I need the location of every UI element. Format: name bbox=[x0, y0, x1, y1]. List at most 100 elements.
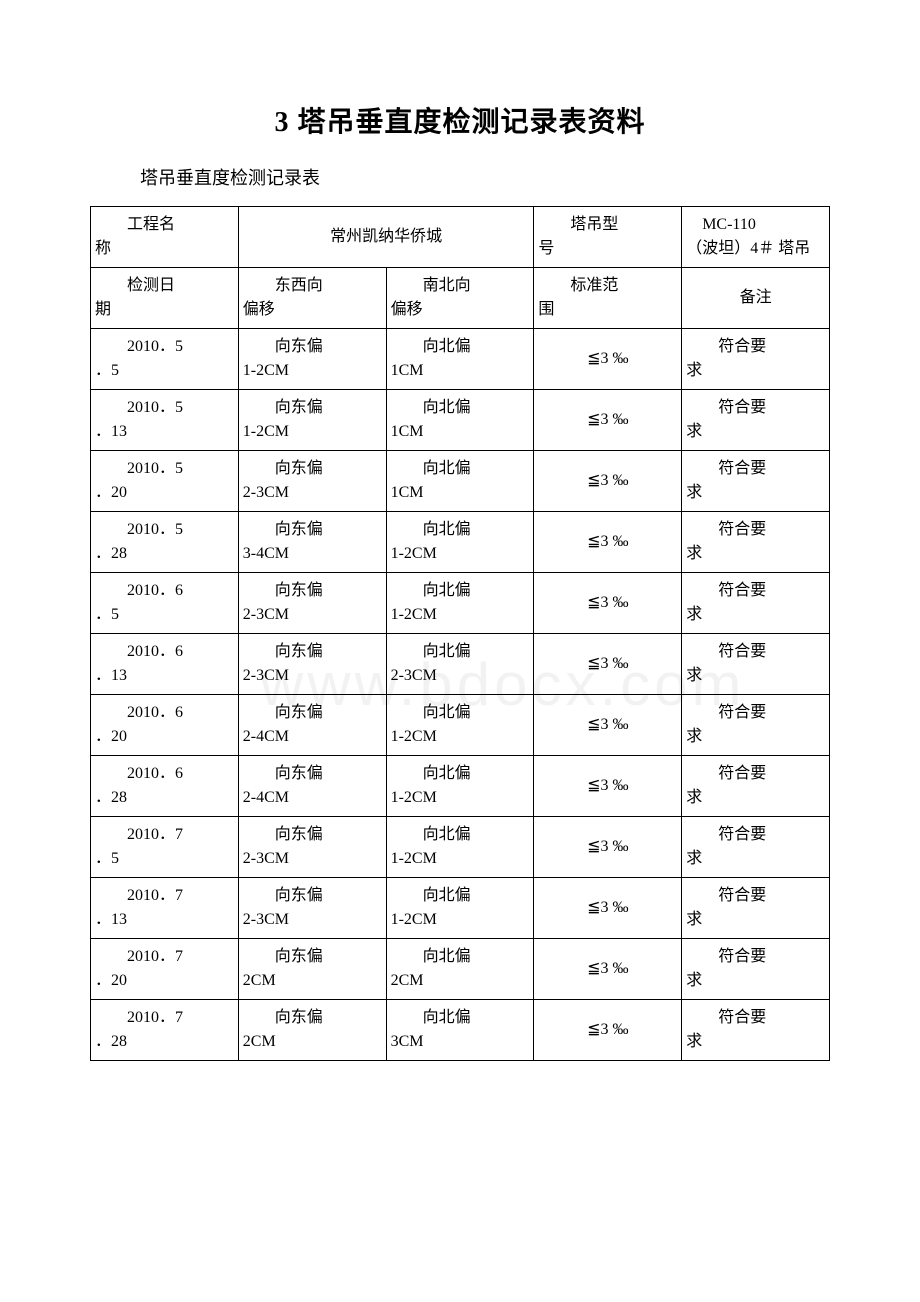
ns-line1: 向北偏 bbox=[391, 335, 530, 359]
ew-line1: 向东偏 bbox=[243, 579, 382, 603]
ns-line1: 向北偏 bbox=[391, 884, 530, 908]
ns-header-line1: 南北向 bbox=[391, 274, 530, 298]
model-value-line1: MC-110 bbox=[686, 213, 825, 237]
ns-line1: 向北偏 bbox=[391, 396, 530, 420]
header-row-2: 检测日 期 东西向 偏移 南北向 偏移 标准范 围 备注 bbox=[91, 268, 830, 329]
remark-cell: 符合要求 bbox=[682, 695, 830, 756]
col-header-ns: 南北向 偏移 bbox=[386, 268, 534, 329]
remark-line2: 求 bbox=[686, 728, 702, 745]
std-header-line1: 标准范 bbox=[538, 274, 677, 298]
table-row: 2010．7．13向东偏2-3CM向北偏 1-2CM ≦3 ‰符合要求 bbox=[91, 878, 830, 939]
date-header-line2: 期 bbox=[95, 301, 111, 318]
std-cell: ≦3 ‰ bbox=[534, 817, 682, 878]
remark-line2: 求 bbox=[686, 1033, 702, 1050]
table-row: 2010．6．13向东偏2-3CM向北偏2-3CM≦3 ‰符合要求 bbox=[91, 634, 830, 695]
remark-line2: 求 bbox=[686, 484, 702, 501]
date-line2: ．5 bbox=[95, 362, 119, 379]
ew-line2: 2-4CM bbox=[243, 728, 289, 745]
ew-cell: 向东偏2-3CM bbox=[238, 634, 386, 695]
remark-line1: 符合要 bbox=[686, 335, 825, 359]
ns-line2: 1-2CM bbox=[391, 606, 437, 623]
ew-line2: 2-4CM bbox=[243, 789, 289, 806]
ew-header-line2: 偏移 bbox=[243, 301, 275, 318]
ew-line1: 向东偏 bbox=[243, 335, 382, 359]
date-cell: 2010．6 ．28 bbox=[91, 756, 239, 817]
ns-cell: 向北偏 1-2CM bbox=[386, 756, 534, 817]
ew-line2: 2-3CM bbox=[243, 850, 289, 867]
remark-cell: 符合要求 bbox=[682, 451, 830, 512]
table-row: 2010．6．28向东偏2-4CM向北偏1-2CM≦3 ‰符合要求 bbox=[91, 756, 830, 817]
ns-cell: 向北偏1-2CM bbox=[386, 817, 534, 878]
date-cell: 2010．5．28 bbox=[91, 512, 239, 573]
col-header-std: 标准范 围 bbox=[534, 268, 682, 329]
std-cell: ≦3 ‰ bbox=[534, 573, 682, 634]
ew-cell: 向东偏2CM bbox=[238, 1000, 386, 1061]
ew-line2: 3-4CM bbox=[243, 545, 289, 562]
remark-cell: 符合要求 bbox=[682, 512, 830, 573]
date-line1: 2010．5 bbox=[95, 335, 234, 359]
remark-line2: 求 bbox=[686, 789, 702, 806]
ew-line2: 2-3CM bbox=[243, 606, 289, 623]
std-cell: ≦3 ‰ bbox=[534, 878, 682, 939]
ew-cell: 向东偏2-3CM bbox=[238, 878, 386, 939]
date-line1: 2010．6 bbox=[95, 762, 234, 786]
ns-cell: 向北偏2CM bbox=[386, 939, 534, 1000]
remark-line2: 求 bbox=[686, 423, 702, 440]
col-header-remark: 备注 bbox=[682, 268, 830, 329]
remark-cell: 符合要求 bbox=[682, 878, 830, 939]
ns-line2: 1-2CM bbox=[391, 789, 437, 806]
date-cell: 2010．7．20 bbox=[91, 939, 239, 1000]
remark-line2: 求 bbox=[686, 667, 702, 684]
date-cell: 2010．7．28 bbox=[91, 1000, 239, 1061]
page-title: 3 塔吊垂直度检测记录表资料 bbox=[90, 100, 830, 140]
remark-line2: 求 bbox=[686, 545, 702, 562]
ew-line1: 向东偏 bbox=[243, 823, 382, 847]
ns-line2: 1-2CM bbox=[391, 911, 437, 928]
header-row-1: 工程名 称 常州凯纳华侨城 塔吊型 号 MC-110 （波坦）4＃ 塔吊 bbox=[91, 207, 830, 268]
date-cell: 2010．7．5 bbox=[91, 817, 239, 878]
ew-cell: 向东偏2-3CM bbox=[238, 451, 386, 512]
ew-line2: 2-3CM bbox=[243, 667, 289, 684]
ns-line2: 2CM bbox=[391, 972, 424, 989]
table-row: 2010．7．20向东偏2CM向北偏2CM≦3 ‰符合要求 bbox=[91, 939, 830, 1000]
ew-header-line1: 东西向 bbox=[243, 274, 382, 298]
model-label-line1: 塔吊型 bbox=[538, 213, 677, 237]
std-cell: ≦3 ‰ bbox=[534, 451, 682, 512]
ns-line2: 2-3CM bbox=[391, 667, 437, 684]
ns-line2: 1-2CM bbox=[391, 850, 437, 867]
remark-line1: 符合要 bbox=[686, 823, 825, 847]
ew-cell: 向东偏3-4CM bbox=[238, 512, 386, 573]
remark-line2: 求 bbox=[686, 362, 702, 379]
date-cell: 2010．7．13 bbox=[91, 878, 239, 939]
date-line2: ．20 bbox=[95, 972, 127, 989]
ns-line1: 向北偏 bbox=[391, 762, 530, 786]
ew-line1: 向东偏 bbox=[243, 396, 382, 420]
remark-line1: 符合要 bbox=[686, 884, 825, 908]
remark-line1: 符合要 bbox=[686, 579, 825, 603]
date-line1: 2010．5 bbox=[95, 457, 234, 481]
remark-line1: 符合要 bbox=[686, 945, 825, 969]
ns-line2: 1CM bbox=[391, 484, 424, 501]
date-line2: ．20 bbox=[95, 484, 127, 501]
date-line1: 2010．6 bbox=[95, 640, 234, 664]
table-row: 2010．5．13向东偏1-2CM向北偏1CM≦3 ‰符合要求 bbox=[91, 390, 830, 451]
model-label-cell: 塔吊型 号 bbox=[534, 207, 682, 268]
std-cell: ≦3 ‰ bbox=[534, 329, 682, 390]
ns-line2: 1-2CM bbox=[391, 728, 437, 745]
date-line2: ．28 bbox=[95, 789, 127, 806]
table-row: 2010．7．5向东偏2-3CM向北偏1-2CM≦3 ‰符合要求 bbox=[91, 817, 830, 878]
table-row: 2010．6．5向东偏2-3CM向北偏1-2CM≦3 ‰符合要求 bbox=[91, 573, 830, 634]
project-label-line2: 称 bbox=[95, 240, 111, 257]
date-line1: 2010．7 bbox=[95, 823, 234, 847]
ew-cell: 向东偏2-4CM bbox=[238, 695, 386, 756]
remark-cell: 符合要求 bbox=[682, 1000, 830, 1061]
table-row: 2010．5．20向东偏2-3CM向北偏1CM≦3 ‰符合要求 bbox=[91, 451, 830, 512]
ns-line1: 向北偏 bbox=[391, 518, 530, 542]
ew-line1: 向东偏 bbox=[243, 884, 382, 908]
model-label-line2: 号 bbox=[538, 240, 554, 257]
project-value-cell: 常州凯纳华侨城 bbox=[238, 207, 534, 268]
model-value-line3: 塔吊 bbox=[778, 240, 810, 257]
ns-cell: 向北偏1-2CM bbox=[386, 695, 534, 756]
ew-line1: 向东偏 bbox=[243, 945, 382, 969]
table-row: 2010．5．5向东偏1-2CM向北偏1CM≦3 ‰符合要求 bbox=[91, 329, 830, 390]
